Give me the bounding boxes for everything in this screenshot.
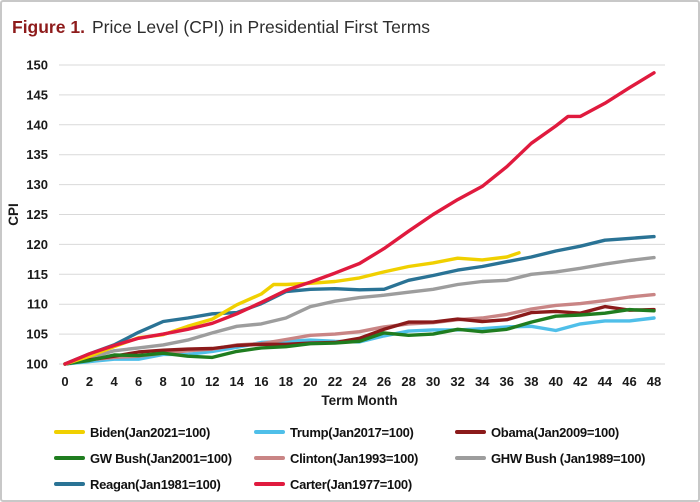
series-line-carter <box>63 71 656 366</box>
y-tick-label-110: 110 <box>27 297 48 312</box>
legend-label-gwbush: GW Bush(Jan2001=100) <box>90 450 232 466</box>
y-axis-title: CPI <box>6 203 21 226</box>
legend-swatch-reagan <box>54 482 85 486</box>
x-tick-label-24: 24 <box>352 374 367 389</box>
x-axis-title: Term Month <box>321 393 397 408</box>
y-tick-label-115: 115 <box>27 267 48 282</box>
y-tick-label-130: 130 <box>26 177 48 192</box>
x-tick-label-44: 44 <box>598 374 613 389</box>
legend-swatch-gwbush <box>54 456 85 460</box>
legend-label-trump: Trump(Jan2017=100) <box>290 424 414 440</box>
title-text: Price Level (CPI) in Presidential First … <box>91 17 431 37</box>
x-tick-label-28: 28 <box>401 374 415 389</box>
x-tick-label-12: 12 <box>205 374 219 389</box>
chart-legend: Biden(Jan2021=100) Trump(Jan2017=100) Obam… <box>54 419 694 497</box>
x-tick-label-48: 48 <box>647 374 661 389</box>
x-tick-label-32: 32 <box>450 374 464 389</box>
y-tick-label-150: 150 <box>26 58 48 73</box>
x-tick-label-18: 18 <box>279 374 293 389</box>
series-line-ghwbush <box>63 255 656 366</box>
figure-label: Figure 1. <box>12 17 85 37</box>
y-tick-label-135: 135 <box>26 147 48 162</box>
series-line-obama <box>63 304 656 366</box>
page-title: Figure 1. Price Level (CPI) in Presidenti… <box>12 17 430 38</box>
y-tick-label-145: 145 <box>26 87 48 102</box>
x-tick-label-8: 8 <box>160 374 167 389</box>
legend-label-obama: Obama(Jan2009=100) <box>491 424 619 440</box>
x-tick-label-46: 46 <box>622 374 636 389</box>
legend-label-biden: Biden(Jan2021=100) <box>90 424 210 440</box>
x-tick-label-2: 2 <box>86 374 93 389</box>
x-tick-label-6: 6 <box>135 374 142 389</box>
legend-item-biden: Biden(Jan2021=100) <box>54 425 254 440</box>
legend-item-trump: Trump(Jan2017=100) <box>254 425 455 440</box>
legend-item-ghwbush: GHW Bush (Jan1989=100) <box>455 451 694 466</box>
legend-swatch-carter <box>254 482 285 486</box>
x-tick-label-10: 10 <box>180 374 194 389</box>
legend-swatch-obama <box>455 430 486 434</box>
x-tick-label-30: 30 <box>426 374 440 389</box>
legend-swatch-ghwbush <box>455 456 486 460</box>
y-tick-label-105: 105 <box>26 327 48 342</box>
x-tick-label-42: 42 <box>573 374 587 389</box>
x-tick-label-20: 20 <box>303 374 317 389</box>
legend-swatch-trump <box>254 430 285 434</box>
legend-label-clinton: Clinton(Jan1993=100) <box>290 450 419 466</box>
y-tick-label-100: 100 <box>26 357 48 372</box>
legend-item-clinton: Clinton(Jan1993=100) <box>254 451 455 466</box>
series-line-gwbush <box>63 307 656 366</box>
x-tick-label-38: 38 <box>524 374 538 389</box>
x-tick-label-4: 4 <box>110 374 118 389</box>
x-tick-label-16: 16 <box>254 374 268 389</box>
x-tick-label-22: 22 <box>328 374 342 389</box>
x-tick-label-0: 0 <box>61 374 68 389</box>
x-tick-label-14: 14 <box>230 374 245 389</box>
legend-item-carter: Carter(Jan1977=100) <box>254 477 455 492</box>
y-tick-label-125: 125 <box>26 207 48 222</box>
legend-item-obama: Obama(Jan2009=100) <box>455 425 694 440</box>
legend-item-reagan: Reagan(Jan1981=100) <box>54 477 254 492</box>
series-line-reagan <box>63 234 656 366</box>
legend-label-carter: Carter(Jan1977=100) <box>290 476 412 492</box>
legend-item-gwbush: GW Bush(Jan2001=100) <box>54 451 254 466</box>
legend-label-ghwbush: GHW Bush (Jan1989=100) <box>491 450 646 466</box>
x-tick-label-26: 26 <box>377 374 391 389</box>
x-tick-label-40: 40 <box>549 374 563 389</box>
x-tick-label-36: 36 <box>500 374 514 389</box>
legend-label-reagan: Reagan(Jan1981=100) <box>90 476 221 492</box>
y-tick-label-140: 140 <box>26 117 48 132</box>
legend-swatch-clinton <box>254 456 285 460</box>
y-tick-label-120: 120 <box>26 237 48 252</box>
legend-swatch-biden <box>54 430 85 434</box>
x-tick-label-34: 34 <box>475 374 490 389</box>
